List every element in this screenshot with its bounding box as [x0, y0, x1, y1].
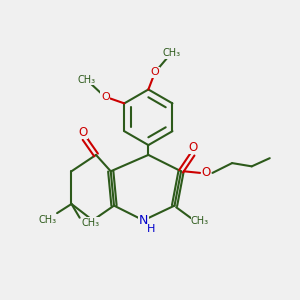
- Text: O: O: [189, 141, 198, 154]
- Text: N: N: [139, 214, 148, 227]
- Text: O: O: [101, 92, 110, 102]
- Text: CH₃: CH₃: [163, 49, 181, 58]
- Text: CH₃: CH₃: [77, 75, 95, 85]
- Text: H: H: [146, 224, 155, 234]
- Text: O: O: [78, 125, 88, 139]
- Text: CH₃: CH₃: [38, 215, 56, 225]
- Text: O: O: [151, 68, 159, 77]
- Text: CH₃: CH₃: [81, 218, 100, 228]
- Text: O: O: [201, 167, 211, 179]
- Text: CH₃: CH₃: [191, 216, 209, 226]
